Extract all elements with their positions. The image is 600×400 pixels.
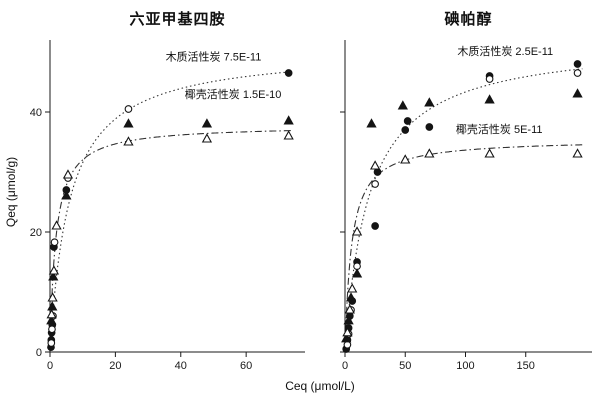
data-point xyxy=(62,169,74,179)
data-point xyxy=(46,309,57,319)
series-open-triangle xyxy=(46,130,294,319)
series-filled-circle xyxy=(342,60,582,353)
x-axis-label: Ceq (μmol/L) xyxy=(285,379,355,393)
series-annotation: 椰壳活性炭 5E-11 xyxy=(456,122,543,136)
data-point xyxy=(403,117,412,125)
x-tick-label: 40 xyxy=(175,360,187,372)
data-point xyxy=(401,126,410,134)
x-tick-label: 150 xyxy=(517,360,535,372)
data-point xyxy=(345,292,357,302)
x-tick-label: 20 xyxy=(109,360,121,372)
panel-0: 0 20 40 60 0 20 40 木质活性炭 7.5E-11 椰壳活性炭 1.5E-10 xyxy=(30,40,305,372)
y-tick-label: 0 xyxy=(36,347,42,359)
data-point xyxy=(572,148,583,158)
data-point xyxy=(124,105,133,113)
fit-curve-dotted xyxy=(344,68,583,349)
series-annotation: 木质活性炭 7.5E-11 xyxy=(166,49,262,63)
x-tick-label: 60 xyxy=(240,360,252,372)
series-open-triangle xyxy=(342,148,583,337)
series-annotation: 椰壳活性炭 1.5E-10 xyxy=(185,87,282,101)
y-tick-label: 20 xyxy=(30,227,42,239)
data-point xyxy=(351,226,363,236)
fit-curve-dashdot xyxy=(344,144,583,343)
data-point xyxy=(342,327,353,337)
y-tick-label: 40 xyxy=(30,107,42,119)
data-point xyxy=(341,333,352,343)
data-point xyxy=(344,304,355,314)
data-point xyxy=(48,271,59,281)
data-point xyxy=(51,220,62,230)
data-point xyxy=(50,238,59,247)
x-tick-label: 50 xyxy=(399,360,411,372)
series-filled-triangle xyxy=(46,115,294,325)
data-point xyxy=(61,190,72,200)
data-point xyxy=(573,69,582,77)
data-point xyxy=(400,154,411,164)
data-point xyxy=(371,180,379,188)
data-point xyxy=(371,222,379,230)
x-tick-label: 0 xyxy=(47,360,53,372)
data-point xyxy=(373,168,382,176)
data-point xyxy=(48,325,56,334)
series-filled-triangle xyxy=(341,88,583,343)
data-point xyxy=(425,123,434,131)
data-point xyxy=(573,60,582,68)
data-point xyxy=(283,115,294,125)
data-point xyxy=(366,118,377,128)
data-point xyxy=(201,133,213,143)
fit-curve-dotted xyxy=(50,71,292,340)
data-point xyxy=(46,315,57,325)
data-point xyxy=(484,94,495,104)
data-point xyxy=(48,265,60,275)
series-open-circle xyxy=(343,69,582,349)
data-point xyxy=(284,69,293,77)
panel-1: 0 50 100 150 木质活性炭 2.5E-11 椰壳活性炭 5E-11 xyxy=(340,40,592,372)
data-point xyxy=(485,75,494,83)
x-tick-label: 0 xyxy=(342,360,348,372)
series-open-circle xyxy=(47,105,133,347)
data-point xyxy=(424,97,435,107)
series-filled-circle xyxy=(47,69,293,352)
x-tick-label: 100 xyxy=(456,360,474,372)
panel-title-hexamethylenetetramine: 六亚甲基四胺 xyxy=(129,11,226,28)
data-point xyxy=(397,100,408,110)
data-point xyxy=(347,283,358,293)
axes xyxy=(45,40,305,357)
fit-curve-dashdot xyxy=(50,130,292,325)
data-point xyxy=(424,148,435,158)
data-point xyxy=(47,292,58,302)
data-point xyxy=(47,339,56,347)
data-point xyxy=(369,160,381,170)
data-point xyxy=(123,136,134,146)
data-point xyxy=(484,148,495,158)
data-point xyxy=(343,315,354,325)
data-point xyxy=(123,118,134,128)
axes xyxy=(340,40,592,357)
data-point xyxy=(201,118,213,128)
series-annotation: 木质活性炭 2.5E-11 xyxy=(457,44,553,58)
data-point xyxy=(572,88,583,98)
data-point xyxy=(343,340,352,349)
panel-title-iopamidol: 碘帕醇 xyxy=(444,11,493,28)
data-point xyxy=(47,301,58,311)
data-point xyxy=(283,130,294,140)
data-point xyxy=(351,268,363,278)
